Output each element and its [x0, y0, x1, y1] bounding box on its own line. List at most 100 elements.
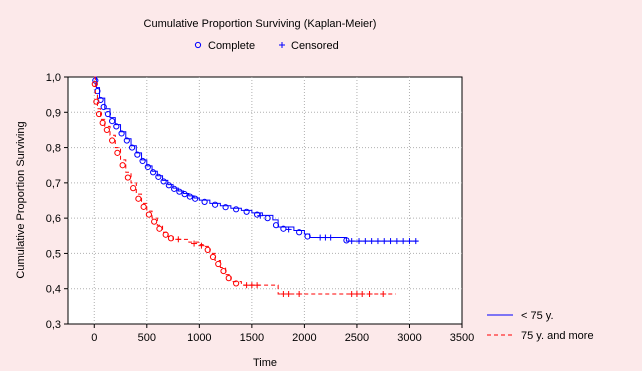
- censored-point: [387, 238, 394, 245]
- y-tick-label: 1,0: [46, 72, 61, 84]
- complete-point: [134, 151, 141, 158]
- censored-point: [175, 236, 182, 243]
- legend-label-under-75: < 75 y.: [521, 310, 554, 322]
- complete-point: [343, 237, 350, 244]
- complete-point: [130, 185, 137, 192]
- censored-point: [348, 238, 355, 245]
- series-line: [94, 76, 396, 295]
- marker-legend: Complete Censored: [194, 40, 339, 52]
- complete-point: [215, 260, 222, 268]
- complete-point: [91, 80, 98, 88]
- complete-point: [254, 211, 261, 218]
- censored-point: [380, 291, 387, 298]
- complete-point: [171, 185, 178, 192]
- complete-point: [204, 246, 211, 253]
- complete-point: [225, 275, 232, 282]
- complete-point: [144, 163, 151, 171]
- censored-point: [280, 291, 287, 298]
- y-tick-label: 0,7: [46, 178, 61, 190]
- censored-point: [362, 238, 369, 245]
- censored-point: [254, 282, 261, 289]
- complete-marker-icon: [194, 41, 202, 49]
- complete-point: [93, 98, 100, 105]
- axis-ticks: 0 500 1000 1500 2000 2500 3000 3500 0,3 0,4 0,5 0,6…: [46, 72, 475, 344]
- complete-point: [243, 208, 250, 215]
- censored-point: [359, 291, 366, 298]
- x-tick-label: 1000: [187, 332, 211, 344]
- complete-point: [222, 204, 229, 211]
- complete-point: [192, 195, 199, 202]
- complete-point: [113, 123, 120, 130]
- censored-point: [400, 238, 407, 245]
- x-tick-label: 3500: [450, 332, 474, 344]
- complete-point: [135, 195, 142, 202]
- complete-point: [165, 182, 172, 189]
- censored-point: [356, 238, 363, 245]
- plot-area: [67, 76, 463, 325]
- complete-point: [95, 110, 103, 118]
- complete-point: [280, 225, 287, 232]
- complete-point: [176, 188, 183, 195]
- complete-point: [167, 235, 175, 242]
- censored-point: [406, 238, 413, 245]
- censored-point: [243, 282, 250, 289]
- y-axis-title: Cumulative Proportion Surviving: [15, 121, 27, 278]
- censored-point: [327, 234, 334, 241]
- complete-point: [140, 203, 147, 210]
- complete-point: [114, 149, 121, 156]
- y-tick-label: 0,4: [46, 284, 61, 296]
- complete-point: [151, 218, 158, 225]
- y-tick-label: 0,8: [46, 143, 61, 155]
- legend-label-75-and-more: 75 y. and more: [521, 330, 594, 342]
- complete-point: [160, 178, 167, 185]
- censored-point: [374, 238, 381, 245]
- censored-point: [353, 291, 360, 298]
- censored-point: [412, 238, 419, 245]
- complete-point: [100, 103, 107, 111]
- censored-point: [285, 291, 292, 298]
- complete-point: [150, 169, 157, 176]
- complete-point: [139, 157, 146, 165]
- censored-point: [381, 238, 388, 245]
- x-tick-label: 0: [91, 332, 97, 344]
- complete-point: [264, 215, 271, 222]
- complete-point: [128, 144, 136, 151]
- x-tick-label: 3000: [397, 332, 421, 344]
- complete-point: [118, 130, 125, 137]
- chart-title: Cumulative Proportion Surviving (Kaplan-…: [144, 18, 377, 30]
- x-axis-title: Time: [253, 357, 277, 369]
- censored-point: [198, 242, 205, 249]
- x-tick-label: 2000: [292, 332, 316, 344]
- complete-point: [119, 162, 126, 169]
- complete-point: [123, 137, 130, 144]
- complete-point: [186, 193, 193, 200]
- complete-point: [211, 201, 219, 208]
- y-tick-label: 0,3: [46, 319, 61, 331]
- censored-point: [257, 212, 264, 219]
- complete-legend-label: Complete: [208, 40, 255, 52]
- series-line: [94, 76, 418, 242]
- censored-point: [317, 234, 324, 241]
- complete-point: [201, 198, 208, 206]
- complete-point: [104, 110, 112, 118]
- complete-point: [103, 126, 110, 134]
- x-tick-label: 500: [138, 332, 156, 344]
- series-0: [92, 76, 419, 245]
- complete-point: [162, 231, 169, 238]
- complete-point: [233, 280, 240, 287]
- censored-point: [393, 238, 400, 245]
- complete-point: [233, 206, 240, 213]
- y-tick-label: 0,9: [46, 107, 61, 119]
- complete-point: [296, 229, 303, 236]
- complete-point: [181, 191, 188, 198]
- complete-point: [220, 267, 227, 275]
- complete-point: [109, 137, 116, 144]
- complete-point: [145, 211, 153, 218]
- censored-point: [248, 282, 255, 289]
- complete-point: [155, 173, 162, 180]
- censored-point: [366, 291, 373, 298]
- censored-point: [348, 291, 355, 298]
- y-tick-label: 0,5: [46, 248, 61, 260]
